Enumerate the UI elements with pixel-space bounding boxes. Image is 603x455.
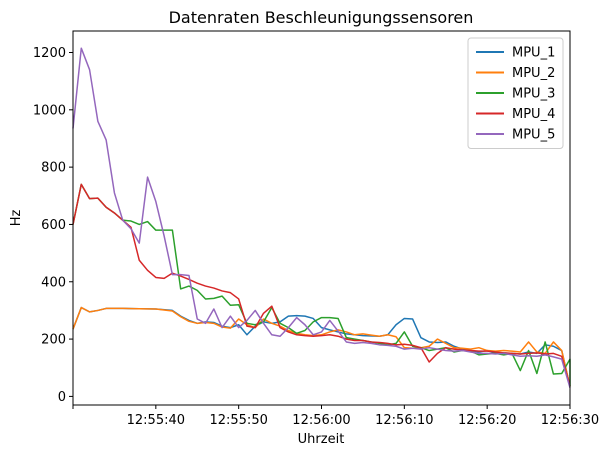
series-layer — [72, 47, 571, 389]
series-line-mpu-5 — [72, 47, 571, 389]
series-line-mpu-4 — [72, 183, 571, 387]
y-tick-label: 0 — [58, 390, 66, 405]
y-axis-label: Hz — [9, 210, 24, 227]
y-tick-label: 800 — [41, 161, 66, 176]
series-line-mpu-1 — [72, 306, 571, 387]
y-tick-label: 200 — [41, 333, 66, 348]
series-line-mpu-2 — [72, 306, 571, 387]
legend: MPU_1 MPU_2 MPU_3 MPU_4 MPU_5 — [467, 37, 564, 149]
y-tick-label: 400 — [41, 275, 66, 290]
y-tick-label: 1200 — [33, 46, 66, 61]
x-tick-label: 12:55:40 — [127, 413, 185, 428]
legend-label: MPU_4 — [512, 107, 555, 122]
x-tick-label: 12:56:20 — [458, 413, 516, 428]
series-line-mpu-3 — [72, 183, 571, 387]
x-axis-label: Uhrzeit — [298, 432, 345, 447]
legend-label: MPU_2 — [512, 66, 555, 81]
x-tick-label: 12:56:10 — [375, 413, 433, 428]
y-tick-label: 600 — [41, 218, 66, 233]
x-axis-ticks: 12:55:40 12:55:50 12:56:00 12:56:10 12:56:20… — [72, 405, 599, 428]
y-tick-label: 1000 — [33, 103, 66, 118]
x-tick-label: 12:55:50 — [209, 413, 267, 428]
legend-label: MPU_3 — [512, 87, 555, 102]
legend-label: MPU_5 — [512, 128, 555, 143]
x-tick-label: 12:56:00 — [292, 413, 350, 428]
y-axis-ticks: 0 200 400 600 800 1000 1200 — [33, 46, 73, 405]
x-tick-label: 12:56:30 — [541, 413, 599, 428]
legend-label: MPU_1 — [512, 46, 555, 61]
legend-box — [467, 37, 564, 149]
chart-title: Datenraten Beschleunigungssensoren — [169, 8, 474, 27]
